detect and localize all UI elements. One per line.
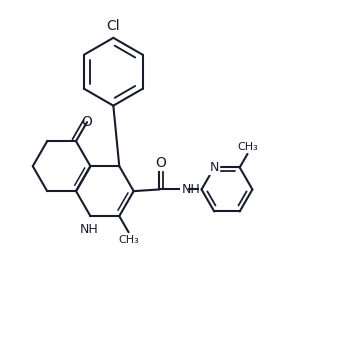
- Text: N: N: [210, 161, 219, 174]
- Text: CH₃: CH₃: [237, 143, 258, 152]
- Text: CH₃: CH₃: [118, 235, 139, 245]
- Text: NH: NH: [79, 223, 98, 236]
- Text: NH: NH: [182, 183, 201, 196]
- Text: O: O: [156, 156, 167, 170]
- Text: Cl: Cl: [106, 19, 120, 33]
- Text: O: O: [82, 115, 92, 129]
